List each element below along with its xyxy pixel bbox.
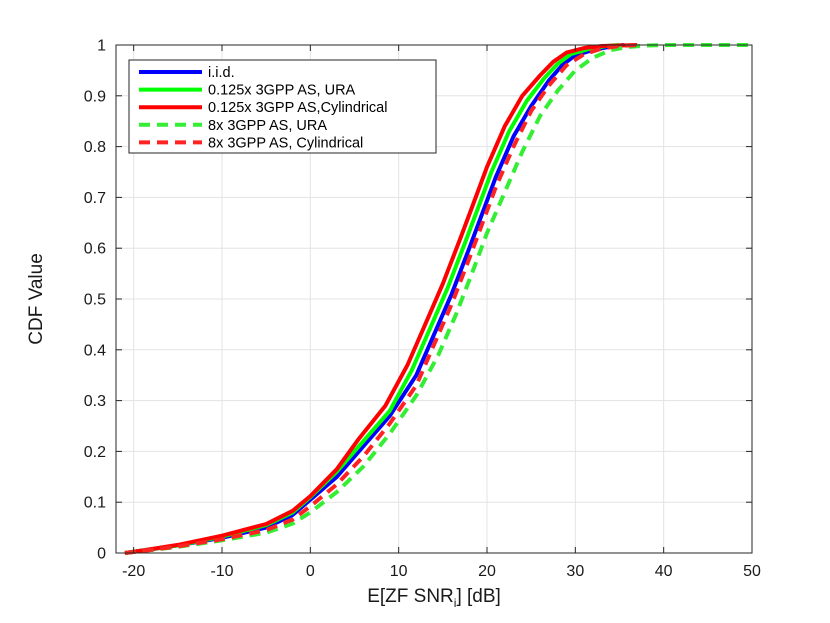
x-tick-label: 0 [306, 563, 315, 580]
series-lines [124, 43, 752, 555]
y-tick-label: 0.8 [84, 139, 106, 156]
series-line-3 [124, 43, 638, 555]
x-axis-label-tail: ] [dB] [456, 586, 500, 607]
legend-label-4: 8x 3GPP AS, URA [208, 118, 327, 134]
y-tick-label: 0 [97, 546, 106, 563]
legend-label-1: i.i.d. [208, 65, 235, 81]
y-tick-label: 0.1 [84, 495, 106, 512]
x-axis-label: E[ZF SNRi] [dB] [367, 586, 501, 610]
y-tick-label: 0.7 [84, 190, 106, 207]
x-tick-label: 10 [390, 563, 408, 580]
x-tick-label: -20 [122, 563, 145, 580]
x-axis-label-subscript: i [454, 596, 457, 610]
series-line-4 [124, 43, 752, 555]
y-tick-label: 1 [97, 38, 106, 55]
y-tick-label: 0.9 [84, 88, 106, 105]
y-axis-label: CDF Value [26, 253, 47, 345]
x-tick-label: 20 [478, 563, 496, 580]
x-tick-label: -10 [210, 563, 233, 580]
x-tick-label: 30 [566, 563, 584, 580]
series-line-1 [124, 43, 625, 555]
y-tick-label: 0.6 [84, 241, 106, 258]
legend-label-3: 0.125x 3GPP AS,Cylindrical [208, 100, 387, 116]
y-tick-label: 0.5 [84, 292, 106, 309]
y-tick-label: 0.4 [84, 342, 106, 359]
x-tick-label: 50 [743, 563, 761, 580]
x-tick-labels: -20 -10 0 10 20 30 40 50 [122, 563, 761, 580]
y-tick-labels: 0 0.1 0.2 0.3 0.4 0.5 0.6 0.7 0.8 0.9 1 [84, 38, 106, 563]
x-tick-label: 40 [655, 563, 673, 580]
x-axis-label-main: E[ZF SNR [367, 586, 454, 607]
y-tick-label: 0.3 [84, 393, 106, 410]
ticks [116, 44, 753, 554]
series-line-5 [124, 43, 638, 555]
legend-label-2: 0.125x 3GPP AS, URA [208, 83, 356, 99]
y-tick-label: 0.2 [84, 444, 106, 461]
legend-label-5: 8x 3GPP AS, Cylindrical [208, 135, 363, 151]
